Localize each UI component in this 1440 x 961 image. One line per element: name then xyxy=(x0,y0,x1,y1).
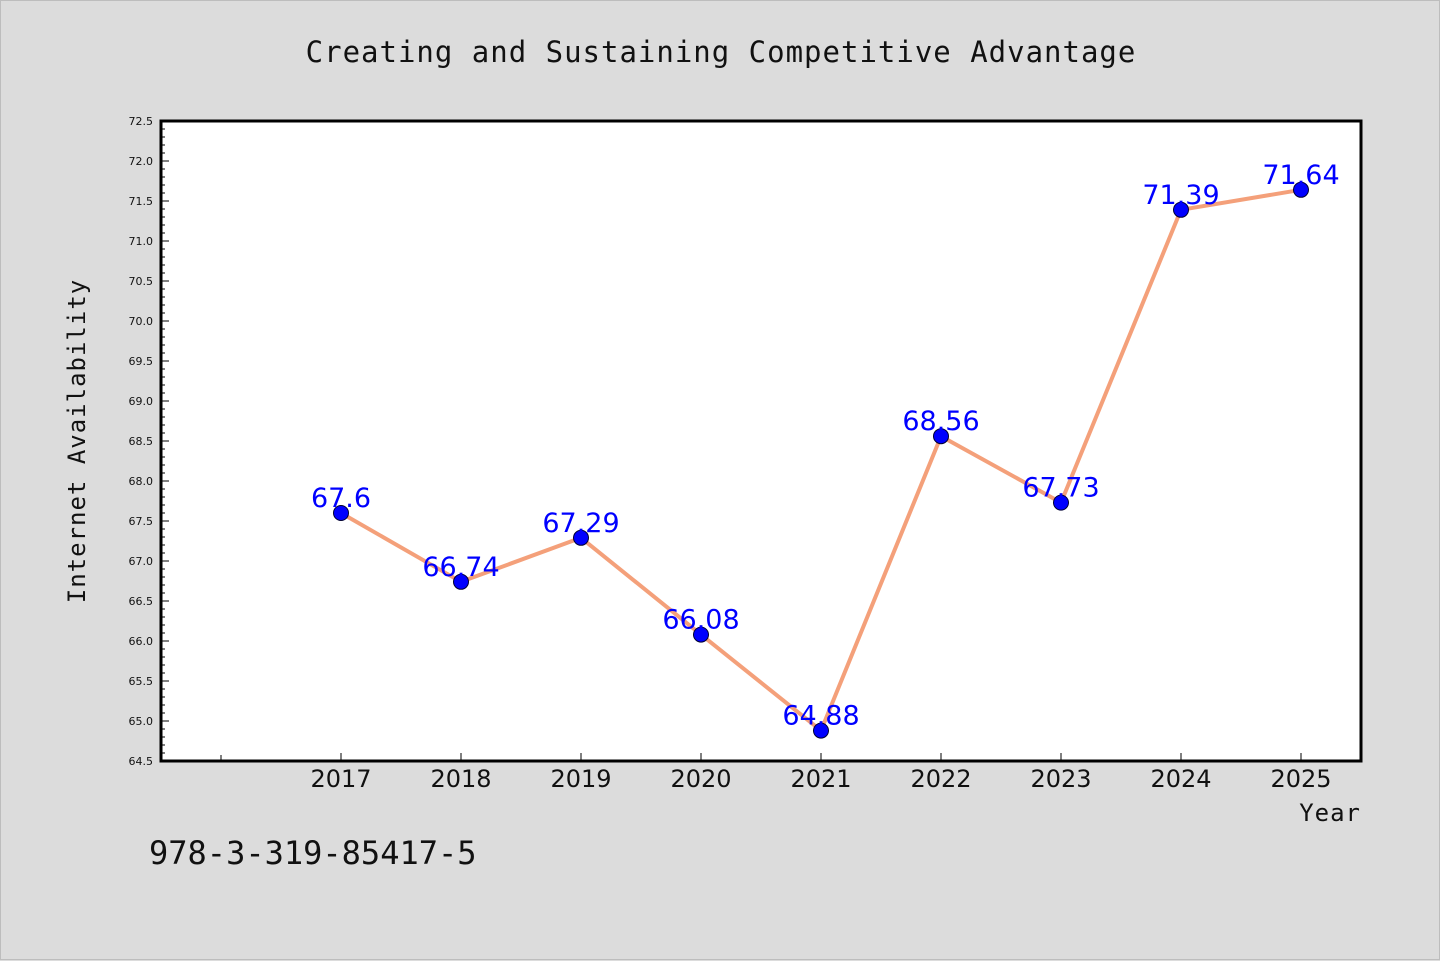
data-label: 71.39 xyxy=(1142,180,1219,211)
y-axis-title: Internet Availability xyxy=(63,279,91,603)
x-tick-label: 2020 xyxy=(670,765,731,793)
data-point xyxy=(333,505,349,521)
series-layer: 67.6 66.74 67.29 66.08 64.88 68.56 67.73 71.39 7… xyxy=(311,160,1340,739)
data-label: 67.73 xyxy=(1022,473,1099,504)
y-axis: 64.5 65.0 65.5 66.0 66.5 67.0 67.5 68.0 68.5 69.0… xyxy=(129,115,169,768)
chart-title: Creating and Sustaining Competitive Adva… xyxy=(305,35,1137,69)
y-tick-label: 72.5 xyxy=(129,115,154,128)
x-axis: 2017 2018 2019 2020 2021 2022 2023 2024 2025 xyxy=(220,753,1332,793)
data-point xyxy=(1173,201,1189,218)
y-tick-label: 71.0 xyxy=(129,235,154,248)
data-label: 67.6 xyxy=(311,483,371,514)
isbn-note: 978-3-319-85417-5 xyxy=(149,834,477,872)
y-tick-label: 65.0 xyxy=(129,715,154,728)
data-point xyxy=(453,573,469,590)
data-point xyxy=(1053,494,1069,511)
plot-area xyxy=(159,119,1363,763)
data-label: 68.56 xyxy=(902,406,979,437)
x-tick-label: 2024 xyxy=(1150,765,1211,793)
y-tick-label: 67.5 xyxy=(129,515,154,528)
x-axis-title: Year xyxy=(1299,799,1361,827)
y-tick-label: 67.0 xyxy=(129,555,154,568)
x-tick-label: 2025 xyxy=(1270,765,1331,793)
data-point xyxy=(693,626,709,643)
x-tick-label: 2017 xyxy=(310,765,371,793)
data-point xyxy=(813,722,829,739)
y-tick-label: 69.0 xyxy=(129,395,154,408)
data-label: 66.08 xyxy=(662,605,739,636)
y-tick-label: 70.5 xyxy=(129,275,154,288)
y-tick-label: 72.0 xyxy=(129,155,154,168)
y-tick-label: 68.0 xyxy=(129,475,154,488)
y-tick-label: 66.5 xyxy=(129,595,154,608)
data-label: 71.64 xyxy=(1262,160,1339,191)
x-tick-label: 2022 xyxy=(910,765,971,793)
y-tick-label: 64.5 xyxy=(129,755,154,768)
y-tick-label: 68.5 xyxy=(129,435,154,448)
data-label: 64.88 xyxy=(782,701,859,732)
data-label: 66.74 xyxy=(422,552,499,583)
x-tick-label: 2018 xyxy=(430,765,491,793)
y-tick-label: 71.5 xyxy=(129,195,154,208)
y-tick-label: 65.5 xyxy=(129,675,154,688)
x-tick-label: 2023 xyxy=(1030,765,1091,793)
y-tick-label: 69.5 xyxy=(129,355,154,368)
data-label: 67.29 xyxy=(542,508,619,539)
x-tick-label: 2019 xyxy=(550,765,611,793)
data-point xyxy=(933,428,949,445)
y-tick-label: 66.0 xyxy=(129,635,154,648)
data-point xyxy=(573,529,589,546)
y-tick-label: 70.0 xyxy=(129,315,154,328)
data-point xyxy=(1293,181,1309,198)
x-tick-label: 2021 xyxy=(790,765,851,793)
